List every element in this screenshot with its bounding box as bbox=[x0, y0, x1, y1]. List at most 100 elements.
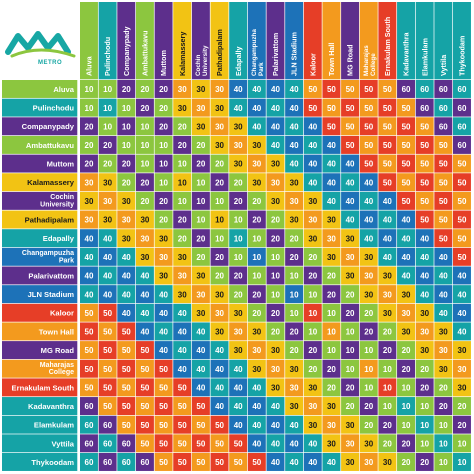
fare-cell-bg bbox=[266, 173, 285, 192]
fare-cell-bg bbox=[191, 397, 210, 415]
fare-cell-bg bbox=[117, 434, 136, 453]
row-header-label: Ernakulam South bbox=[12, 383, 75, 392]
fare-cell-bg bbox=[247, 359, 266, 378]
fare-cell: 40 bbox=[378, 247, 397, 266]
fare-value: 30 bbox=[252, 328, 261, 337]
fare-cell: 60 bbox=[415, 98, 434, 117]
fare-value: 60 bbox=[420, 85, 429, 94]
fare-cell: 10 bbox=[173, 191, 192, 210]
fare-value: 10 bbox=[290, 272, 299, 281]
row-header-label: Kalamassery bbox=[27, 178, 75, 187]
row-header-label: Aluva bbox=[53, 85, 74, 94]
fare-cell: 20 bbox=[322, 266, 341, 285]
fare-cell: 40 bbox=[247, 434, 266, 453]
fare-value: 10 bbox=[252, 234, 261, 243]
fare-cell: 30 bbox=[303, 397, 322, 415]
fare-cell: 40 bbox=[415, 285, 434, 304]
fare-value: 10 bbox=[420, 421, 429, 430]
fare-cell: 10 bbox=[117, 98, 136, 117]
fare-cell: 30 bbox=[154, 247, 173, 266]
fare-value: 20 bbox=[252, 197, 261, 206]
fare-cell-bg bbox=[285, 434, 304, 453]
fare-value: 40 bbox=[308, 458, 317, 467]
fare-value: 20 bbox=[364, 421, 373, 430]
fare-cell-bg bbox=[341, 415, 360, 434]
fare-cell-bg bbox=[80, 285, 98, 304]
fare-value: 20 bbox=[383, 421, 392, 430]
fare-cell: 20 bbox=[154, 210, 173, 229]
fare-cell: 20 bbox=[80, 154, 98, 173]
fare-cell: 40 bbox=[210, 397, 229, 415]
fare-cell: 20 bbox=[80, 135, 98, 154]
fare-value: 60 bbox=[140, 458, 149, 467]
fare-value: 10 bbox=[178, 197, 187, 206]
fare-cell-bg bbox=[80, 415, 98, 434]
fare-cell-bg bbox=[397, 322, 415, 341]
fare-value: 40 bbox=[252, 439, 261, 448]
fare-cell: 20 bbox=[378, 322, 397, 341]
fare-cell-bg bbox=[229, 303, 248, 322]
fare-cell-bg bbox=[397, 80, 415, 98]
fare-cell-bg bbox=[98, 341, 117, 360]
fare-cell-bg bbox=[80, 378, 98, 397]
fare-cell: 40 bbox=[378, 191, 397, 210]
fare-value: 20 bbox=[439, 402, 448, 411]
fare-cell: 40 bbox=[117, 266, 136, 285]
fare-cell: 30 bbox=[247, 322, 266, 341]
fare-cell-bg bbox=[210, 397, 229, 415]
fare-value: 50 bbox=[140, 439, 149, 448]
fare-cell-bg bbox=[341, 247, 360, 266]
fare-value: 40 bbox=[178, 346, 187, 355]
fare-value: 30 bbox=[271, 346, 280, 355]
column-header: Thykoodam bbox=[453, 2, 471, 80]
fare-value: 40 bbox=[196, 346, 205, 355]
fare-cell: 50 bbox=[117, 415, 136, 434]
fare-cell-bg bbox=[303, 453, 322, 471]
fare-cell: 10 bbox=[247, 229, 266, 248]
fare-cell-bg bbox=[229, 229, 248, 248]
fare-cell: 30 bbox=[415, 341, 434, 360]
row-header-label: MG Road bbox=[41, 346, 75, 355]
fare-value: 30 bbox=[290, 384, 299, 393]
column-header: Kalamassery bbox=[173, 2, 192, 80]
fare-cell-bg bbox=[191, 135, 210, 154]
fare-cell-bg bbox=[285, 285, 304, 304]
fare-cell: 20 bbox=[117, 173, 136, 192]
fare-cell: 30 bbox=[229, 341, 248, 360]
row-header-bg bbox=[2, 191, 78, 210]
fare-cell-bg bbox=[359, 303, 378, 322]
fare-cell: 50 bbox=[247, 453, 266, 471]
fare-cell-bg bbox=[80, 434, 98, 453]
fare-value: 20 bbox=[458, 421, 467, 430]
fare-cell: 20 bbox=[117, 80, 136, 98]
fare-cell: 50 bbox=[135, 415, 154, 434]
fare-cell: 30 bbox=[229, 135, 248, 154]
fare-cell: 10 bbox=[285, 303, 304, 322]
fare-cell: 20 bbox=[191, 135, 210, 154]
fare-cell-bg bbox=[322, 453, 341, 471]
fare-cell-bg bbox=[98, 378, 117, 397]
fare-cell: 20 bbox=[135, 98, 154, 117]
fare-value: 20 bbox=[234, 290, 243, 299]
fare-value: 60 bbox=[439, 122, 448, 131]
fare-cell: 10 bbox=[359, 378, 378, 397]
fare-cell: 30 bbox=[191, 80, 210, 98]
fare-cell-bg bbox=[266, 322, 285, 341]
fare-value: 40 bbox=[290, 439, 299, 448]
fare-cell-bg bbox=[191, 434, 210, 453]
fare-cell: 10 bbox=[154, 173, 173, 192]
fare-cell-bg bbox=[173, 98, 192, 117]
fare-value: 60 bbox=[103, 458, 112, 467]
fare-cell-bg bbox=[378, 341, 397, 360]
column-header-label: Elamkulam bbox=[420, 38, 429, 76]
fare-cell-bg bbox=[154, 266, 173, 285]
fare-cell-bg bbox=[303, 359, 322, 378]
fare-cell: 50 bbox=[341, 135, 360, 154]
fare-value: 50 bbox=[439, 178, 448, 187]
fare-value: 40 bbox=[458, 272, 467, 281]
fare-value: 50 bbox=[458, 160, 467, 169]
fare-value: 10 bbox=[103, 122, 112, 131]
fare-value: 20 bbox=[271, 216, 280, 225]
fare-cell: 10 bbox=[397, 397, 415, 415]
fare-cell: 20 bbox=[341, 397, 360, 415]
